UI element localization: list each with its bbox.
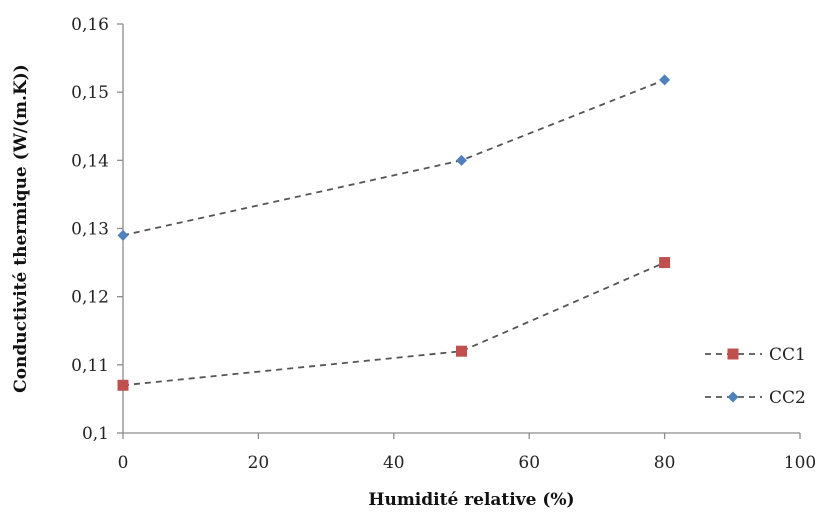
y-axis-ticks: 0,1 0,11 0,12 0,13 0,14 0,15 0,16	[71, 15, 123, 444]
series-cc2-point	[117, 229, 129, 241]
series-cc1-point	[117, 379, 129, 391]
legend-item-cc2: CC2	[705, 388, 806, 408]
series-cc2	[117, 74, 671, 241]
x-tick-label: 20	[248, 453, 270, 473]
series-cc1-point	[456, 345, 467, 357]
y-tick-label: 0,1	[82, 424, 109, 444]
y-tick-label: 0,11	[71, 356, 109, 376]
x-axis-title: Humidité relative (%)	[368, 490, 574, 510]
y-tick-label: 0,13	[71, 220, 109, 240]
series-cc1	[117, 257, 671, 391]
x-axis-ticks: 0 20 40 60 80 100	[118, 433, 816, 473]
legend-item-cc1: CC1	[705, 345, 806, 365]
legend-marker-cc1	[727, 348, 739, 360]
x-tick-label: 60	[518, 453, 540, 473]
series-cc2-point	[659, 74, 671, 86]
series-cc1-line	[122, 261, 665, 387]
y-tick-label: 0,16	[71, 15, 109, 35]
y-tick-label: 0,12	[71, 288, 109, 308]
axes	[122, 24, 800, 434]
legend-label-cc1: CC1	[769, 345, 806, 365]
y-tick-label: 0,15	[71, 83, 109, 103]
legend-marker-cc2	[727, 391, 739, 403]
series-cc1-point	[659, 257, 671, 269]
x-tick-label: 80	[654, 453, 676, 473]
x-tick-label: 100	[784, 453, 816, 473]
series-layer	[117, 74, 671, 391]
legend: CC1 CC2	[705, 345, 806, 408]
legend-label-cc2: CC2	[769, 388, 806, 408]
series-cc2-line	[122, 79, 665, 237]
series-cc2-point	[456, 154, 467, 166]
x-tick-label: 40	[383, 453, 405, 473]
y-tick-label: 0,14	[71, 151, 109, 171]
x-tick-label: 0	[118, 453, 129, 473]
y-axis-title: Conductivité thermique (W/(m.K))	[11, 64, 31, 393]
